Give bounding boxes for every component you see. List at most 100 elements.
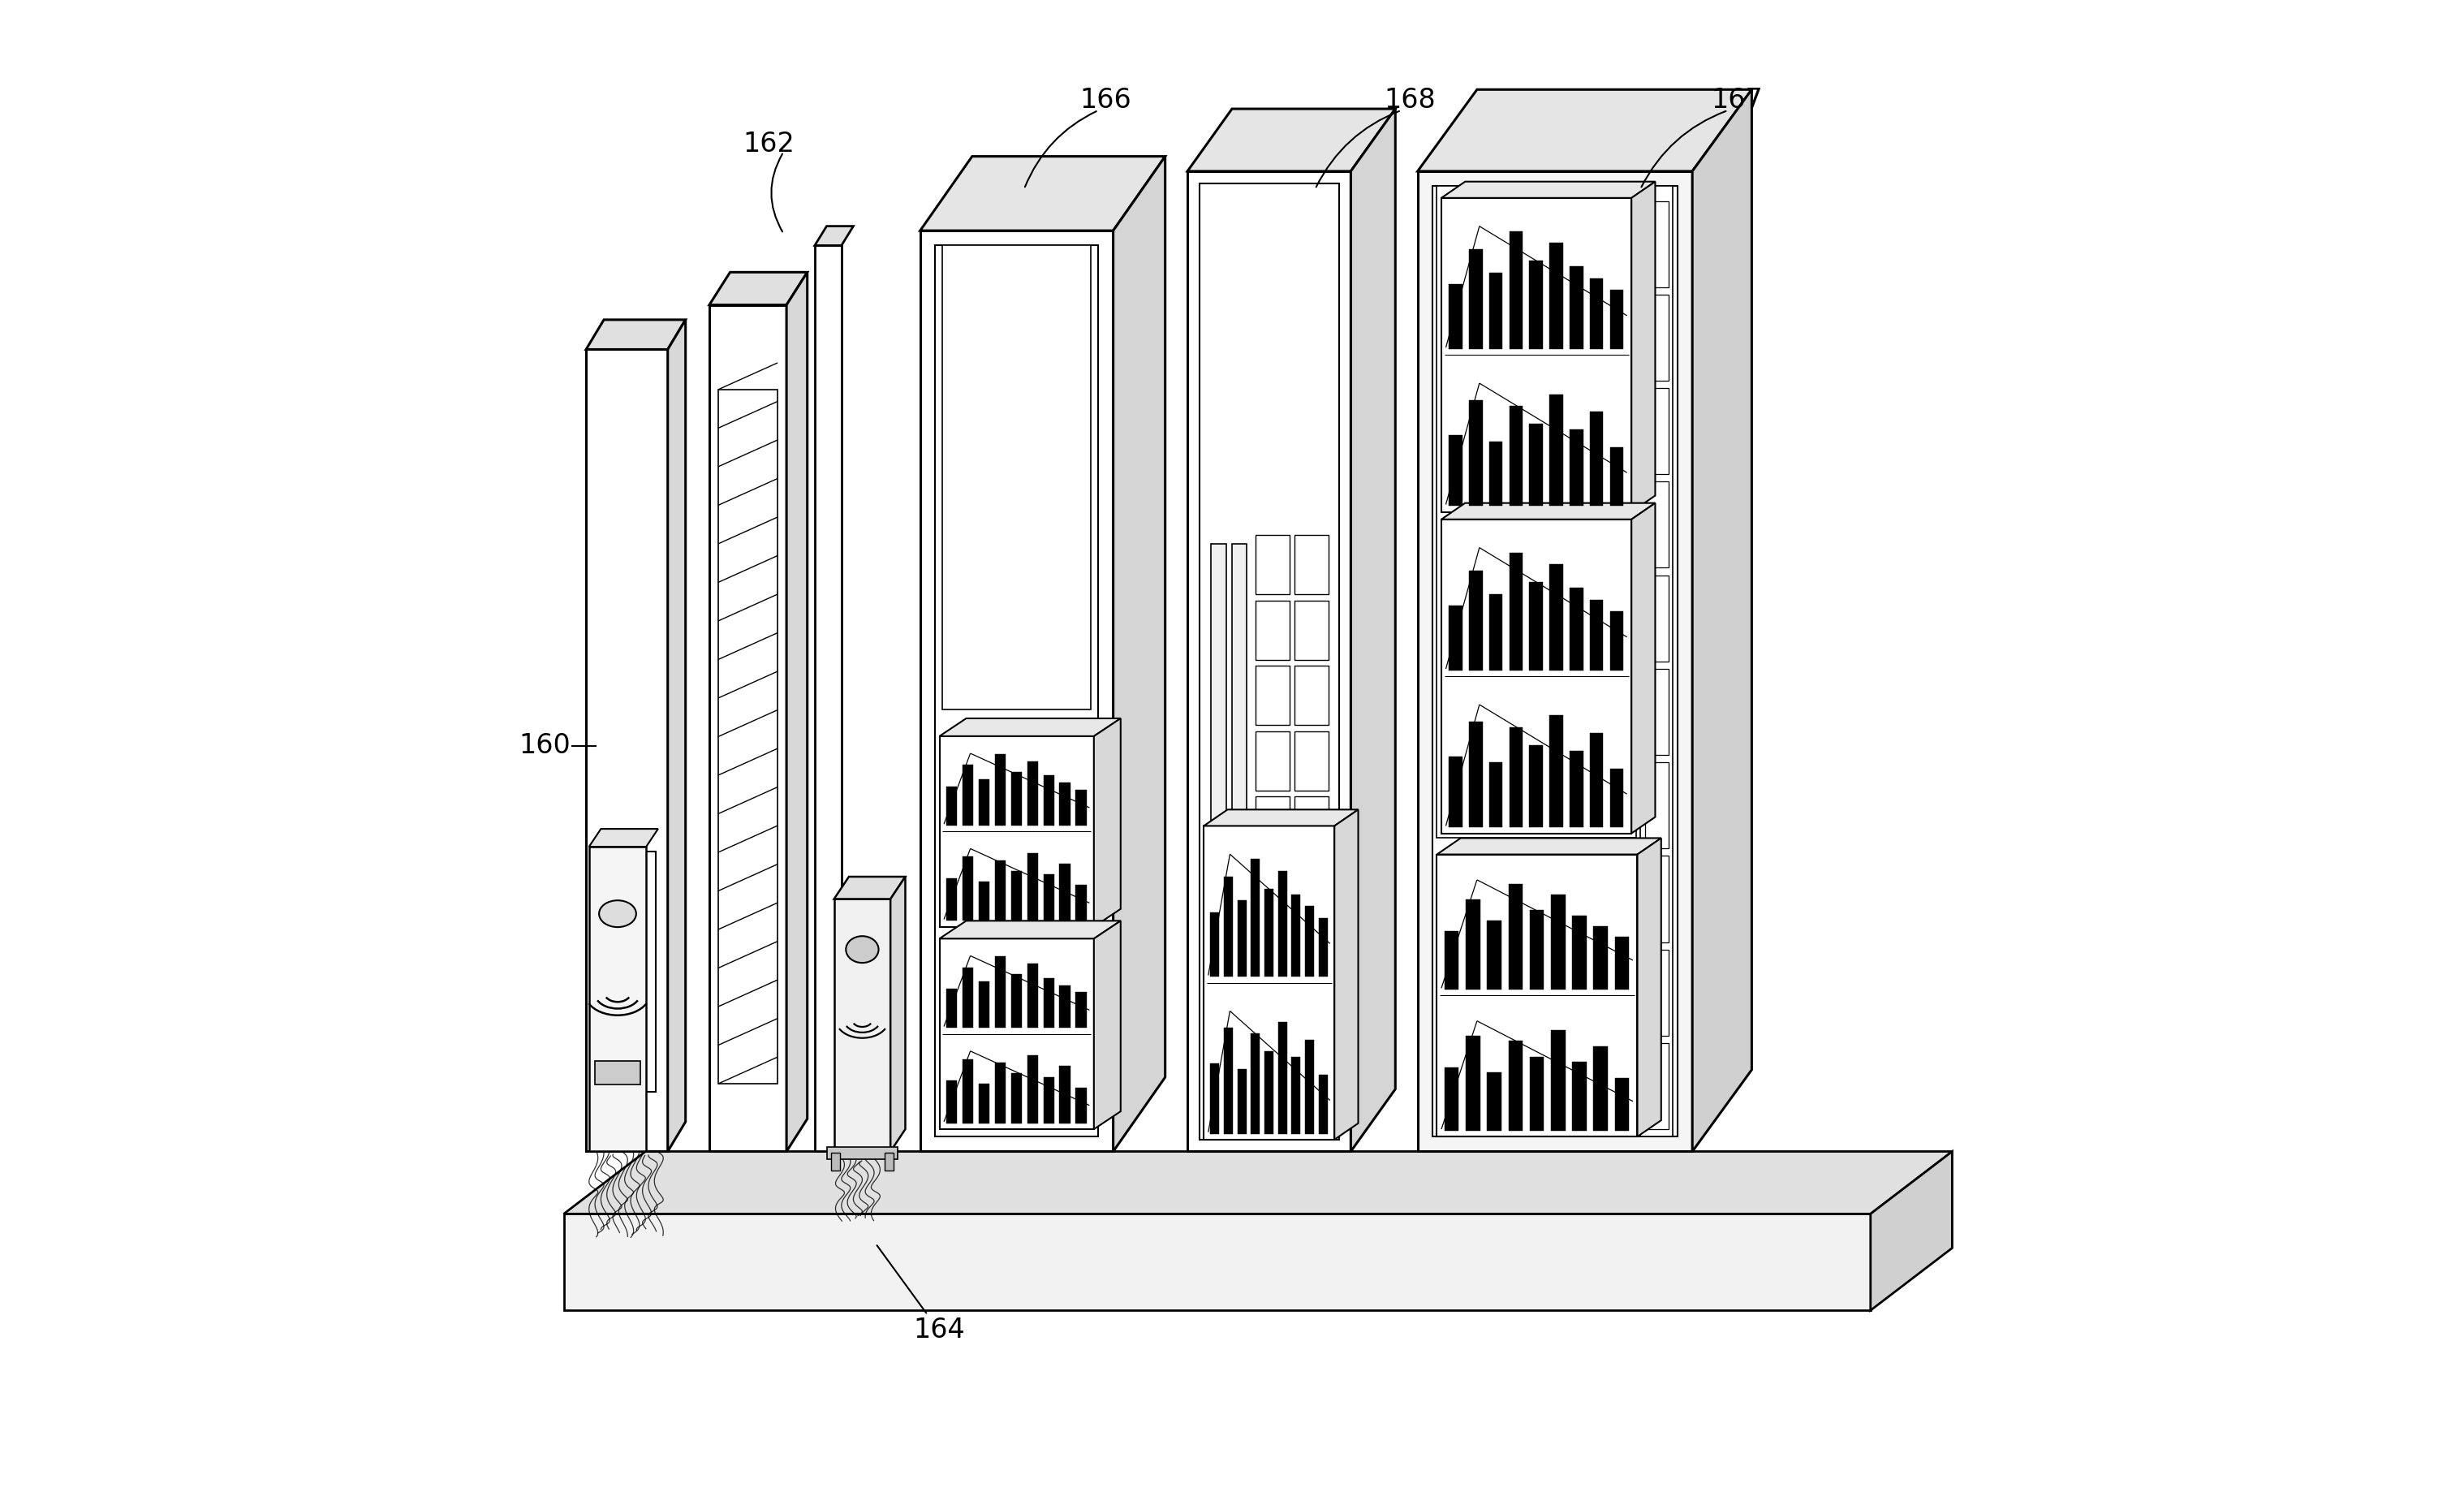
Polygon shape (564, 1152, 1951, 1214)
Bar (1042, 776, 1055, 825)
Bar (1594, 927, 1607, 989)
Bar (1441, 198, 1631, 512)
Bar (1614, 1077, 1629, 1131)
Bar (816, 246, 843, 1152)
Bar (1294, 731, 1328, 791)
Bar (1027, 964, 1037, 1028)
Bar (1042, 874, 1055, 921)
Bar (564, 1214, 1870, 1310)
Polygon shape (1114, 157, 1165, 1152)
Bar (1488, 442, 1503, 506)
Polygon shape (1350, 109, 1395, 1152)
Bar (1510, 231, 1523, 349)
Polygon shape (1639, 839, 1661, 1137)
Bar (1294, 665, 1328, 725)
Bar (1237, 1068, 1247, 1134)
Bar (1188, 172, 1350, 1152)
Bar (1257, 665, 1291, 725)
Bar (1646, 482, 1668, 568)
Bar (1294, 797, 1328, 856)
Bar (1510, 406, 1523, 506)
Bar (1469, 722, 1483, 828)
Bar (1488, 1073, 1501, 1131)
Bar (710, 304, 786, 1152)
Bar (1291, 1058, 1301, 1134)
Bar (946, 877, 956, 921)
Bar (1589, 412, 1604, 506)
Bar (978, 779, 991, 825)
Bar (963, 967, 973, 1028)
Bar (1530, 582, 1542, 670)
Bar (946, 1080, 956, 1123)
Bar (717, 389, 779, 1083)
Polygon shape (1417, 90, 1752, 172)
Bar (1609, 768, 1624, 828)
Bar (1257, 927, 1291, 986)
Bar (1646, 201, 1668, 286)
Bar (1508, 1041, 1523, 1131)
Polygon shape (1441, 182, 1656, 198)
Bar (1469, 249, 1483, 349)
Bar (1294, 927, 1328, 986)
Bar (1488, 273, 1503, 349)
Bar (1232, 545, 1247, 1132)
Bar (941, 246, 1092, 710)
Bar (978, 882, 991, 921)
Bar (1530, 1056, 1545, 1131)
Bar (1010, 771, 1023, 825)
Bar (1589, 600, 1604, 670)
Polygon shape (939, 718, 1121, 736)
Bar (1060, 783, 1069, 825)
Bar (1550, 1029, 1565, 1131)
Bar (1646, 668, 1668, 755)
Bar (1042, 977, 1055, 1028)
Bar (1252, 859, 1259, 977)
Polygon shape (589, 830, 658, 846)
Polygon shape (1335, 810, 1358, 1140)
Bar (1449, 436, 1461, 506)
Bar (1570, 267, 1582, 349)
Bar (963, 765, 973, 825)
Polygon shape (668, 319, 685, 1152)
Bar (1210, 912, 1220, 977)
Bar (1589, 733, 1604, 828)
Bar (1306, 906, 1313, 977)
Bar (1550, 394, 1562, 506)
Bar (1449, 285, 1461, 349)
Bar (1609, 448, 1624, 506)
Bar (978, 982, 991, 1028)
Bar (1488, 762, 1503, 828)
Bar (1530, 745, 1542, 828)
Bar (1257, 536, 1291, 594)
Bar (978, 1085, 991, 1123)
Bar (1646, 762, 1668, 849)
Polygon shape (1437, 839, 1661, 855)
Bar (1077, 992, 1087, 1028)
Bar (1589, 279, 1604, 349)
Bar (1609, 612, 1624, 670)
Bar (1530, 261, 1542, 349)
Bar (1060, 1067, 1069, 1123)
Bar (1318, 918, 1328, 977)
Bar (1437, 186, 1636, 839)
Bar (1257, 797, 1291, 856)
Polygon shape (710, 272, 808, 304)
Bar (934, 246, 1099, 1137)
Bar (1530, 424, 1542, 506)
Bar (1010, 1073, 1023, 1123)
Polygon shape (786, 272, 808, 1152)
Bar (1466, 1035, 1481, 1131)
Bar (833, 900, 890, 1152)
Bar (1646, 949, 1668, 1035)
Polygon shape (1870, 1152, 1951, 1310)
Polygon shape (1631, 182, 1656, 512)
Bar (1646, 856, 1668, 941)
Polygon shape (919, 157, 1165, 231)
Bar (1257, 1058, 1291, 1118)
Polygon shape (1441, 503, 1656, 519)
Bar (1060, 985, 1069, 1028)
Bar (1466, 900, 1481, 989)
Bar (717, 389, 779, 1083)
Bar (1646, 576, 1668, 661)
Bar (1510, 552, 1523, 670)
